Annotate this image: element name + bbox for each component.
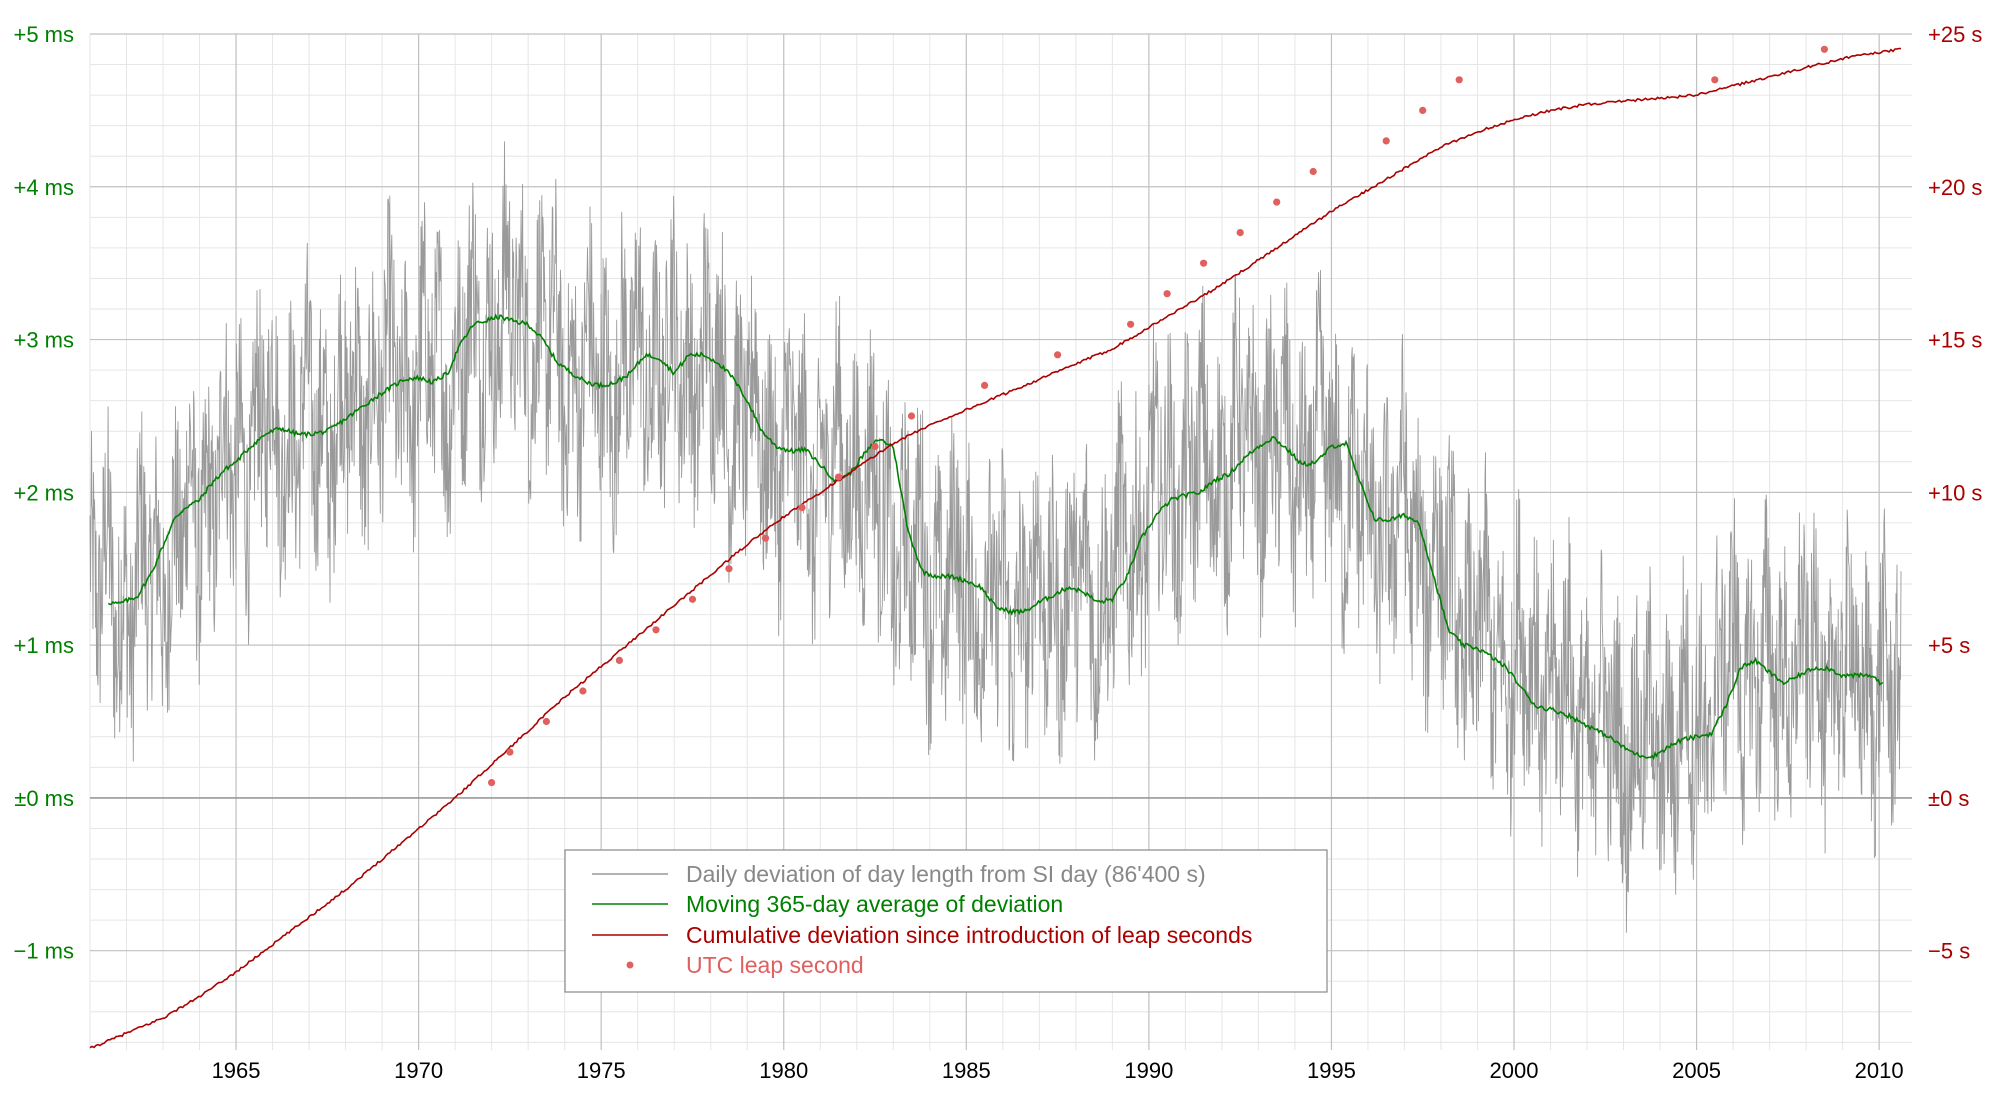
- moving-average-line: [107, 313, 1884, 761]
- series-utc-leap-seconds: [488, 45, 1828, 787]
- legend: Daily deviation of day length from SI da…: [564, 849, 1328, 993]
- right-tick-label: +15 s: [1928, 328, 1982, 353]
- left-tick-label: ±0 ms: [14, 786, 74, 811]
- legend-label-average: Moving 365-day average of deviation: [686, 891, 1063, 917]
- left-tick-label: +4 ms: [13, 175, 74, 200]
- legend-label-cumulative: Cumulative deviation since introduction …: [686, 922, 1252, 948]
- leap-second-point: [871, 442, 879, 451]
- left-axis: +5 ms +4 ms +3 ms +2 ms +1 ms ±0 ms −1 ms: [13, 22, 74, 964]
- left-tick-label: +5 ms: [13, 22, 74, 47]
- legend-label-leap: UTC leap second: [686, 952, 864, 978]
- x-tick-label: 1975: [577, 1058, 626, 1083]
- x-tick-label: 1990: [1124, 1058, 1173, 1083]
- right-tick-label: −5 s: [1928, 939, 1970, 964]
- x-tick-label: 1980: [759, 1058, 808, 1083]
- series-moving-average: [107, 313, 1884, 761]
- leap-second-point: [834, 473, 843, 481]
- leap-second-point: [1309, 167, 1317, 176]
- leap-second-point: [488, 779, 496, 787]
- cumulative-deviation-line: [89, 47, 1902, 1049]
- leap-second-point: [652, 626, 660, 634]
- x-tick-label: 1970: [394, 1058, 443, 1083]
- left-tick-label: +3 ms: [13, 328, 74, 353]
- legend-swatch-leap: [626, 961, 634, 969]
- x-tick-label: 1985: [942, 1058, 991, 1083]
- leap-second-point: [798, 504, 806, 512]
- left-tick-label: −1 ms: [13, 939, 74, 964]
- leap-second-point: [1273, 198, 1281, 206]
- leap-second-point: [1200, 259, 1208, 267]
- leap-second-point: [1163, 290, 1171, 298]
- leap-second-point: [615, 656, 624, 665]
- leap-second-point: [907, 412, 916, 420]
- leap-second-point: [542, 717, 551, 726]
- series-cumulative-deviation: [89, 47, 1902, 1049]
- leap-second-point: [1711, 76, 1719, 84]
- leap-second-point: [688, 595, 697, 603]
- leap-second-point: [761, 534, 770, 542]
- daily-deviation-line: [89, 141, 1902, 933]
- x-tick-label: 2005: [1672, 1058, 1721, 1083]
- leap-second-point: [579, 687, 587, 695]
- leap-second-point: [1820, 45, 1828, 53]
- right-tick-label: +5 s: [1928, 633, 1970, 658]
- leap-second-point: [1127, 320, 1135, 328]
- left-tick-label: +1 ms: [13, 633, 74, 658]
- left-tick-label: +2 ms: [13, 480, 74, 505]
- leap-second-point: [981, 381, 989, 389]
- leap-second-point: [1236, 229, 1244, 237]
- x-tick-label: 2010: [1855, 1058, 1904, 1083]
- right-tick-label: ±0 s: [1928, 786, 1969, 811]
- leap-second-point: [506, 748, 514, 756]
- leap-second-point: [1054, 351, 1062, 359]
- right-tick-label: +20 s: [1928, 175, 1982, 200]
- right-tick-label: +10 s: [1928, 480, 1982, 505]
- right-tick-label: +25 s: [1928, 22, 1982, 47]
- leap-second-point: [1419, 106, 1427, 114]
- legend-label-daily: Daily deviation of day length from SI da…: [686, 861, 1206, 887]
- x-axis: 1965 1970 1975 1980 1985 1990 1995 2000 2005 2010: [212, 1058, 1904, 1083]
- series-daily-deviation: [89, 141, 1902, 933]
- right-axis: +25 s +20 s +15 s +10 s +5 s ±0 s −5 s: [1928, 22, 1982, 964]
- x-tick-label: 2000: [1490, 1058, 1539, 1083]
- leap-second-point: [1455, 76, 1463, 84]
- leap-second-point: [1382, 137, 1390, 145]
- x-tick-label: 1965: [212, 1058, 261, 1083]
- leap-second-point: [725, 565, 733, 573]
- x-tick-label: 1995: [1307, 1058, 1356, 1083]
